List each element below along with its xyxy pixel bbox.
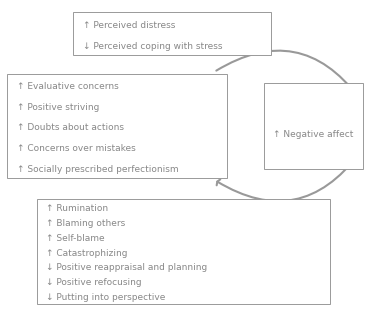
Text: ↑ Socially prescribed perfectionism: ↑ Socially prescribed perfectionism: [16, 165, 178, 174]
FancyBboxPatch shape: [7, 74, 227, 178]
Text: ↑ Blaming others: ↑ Blaming others: [46, 219, 125, 228]
FancyBboxPatch shape: [37, 199, 330, 304]
Text: ↑ Rumination: ↑ Rumination: [46, 204, 108, 213]
Text: ↑ Positive striving: ↑ Positive striving: [16, 103, 99, 111]
Text: ↑ Concerns over mistakes: ↑ Concerns over mistakes: [16, 144, 135, 153]
Text: ↓ Perceived coping with stress: ↓ Perceived coping with stress: [83, 42, 222, 51]
Text: ↓ Putting into perspective: ↓ Putting into perspective: [46, 293, 165, 302]
Text: ↓ Positive refocusing: ↓ Positive refocusing: [46, 278, 141, 287]
Text: ↑ Doubts about actions: ↑ Doubts about actions: [16, 123, 123, 132]
Text: ↑ Perceived distress: ↑ Perceived distress: [83, 21, 175, 30]
Text: ↑ Evaluative concerns: ↑ Evaluative concerns: [16, 82, 118, 91]
Text: ↑ Self-blame: ↑ Self-blame: [46, 234, 104, 243]
FancyBboxPatch shape: [73, 12, 271, 55]
FancyBboxPatch shape: [264, 83, 363, 169]
Text: ↑ Negative affect: ↑ Negative affect: [273, 130, 353, 139]
Text: ↑ Catastrophizing: ↑ Catastrophizing: [46, 249, 128, 258]
Text: ↓ Positive reappraisal and planning: ↓ Positive reappraisal and planning: [46, 264, 207, 273]
